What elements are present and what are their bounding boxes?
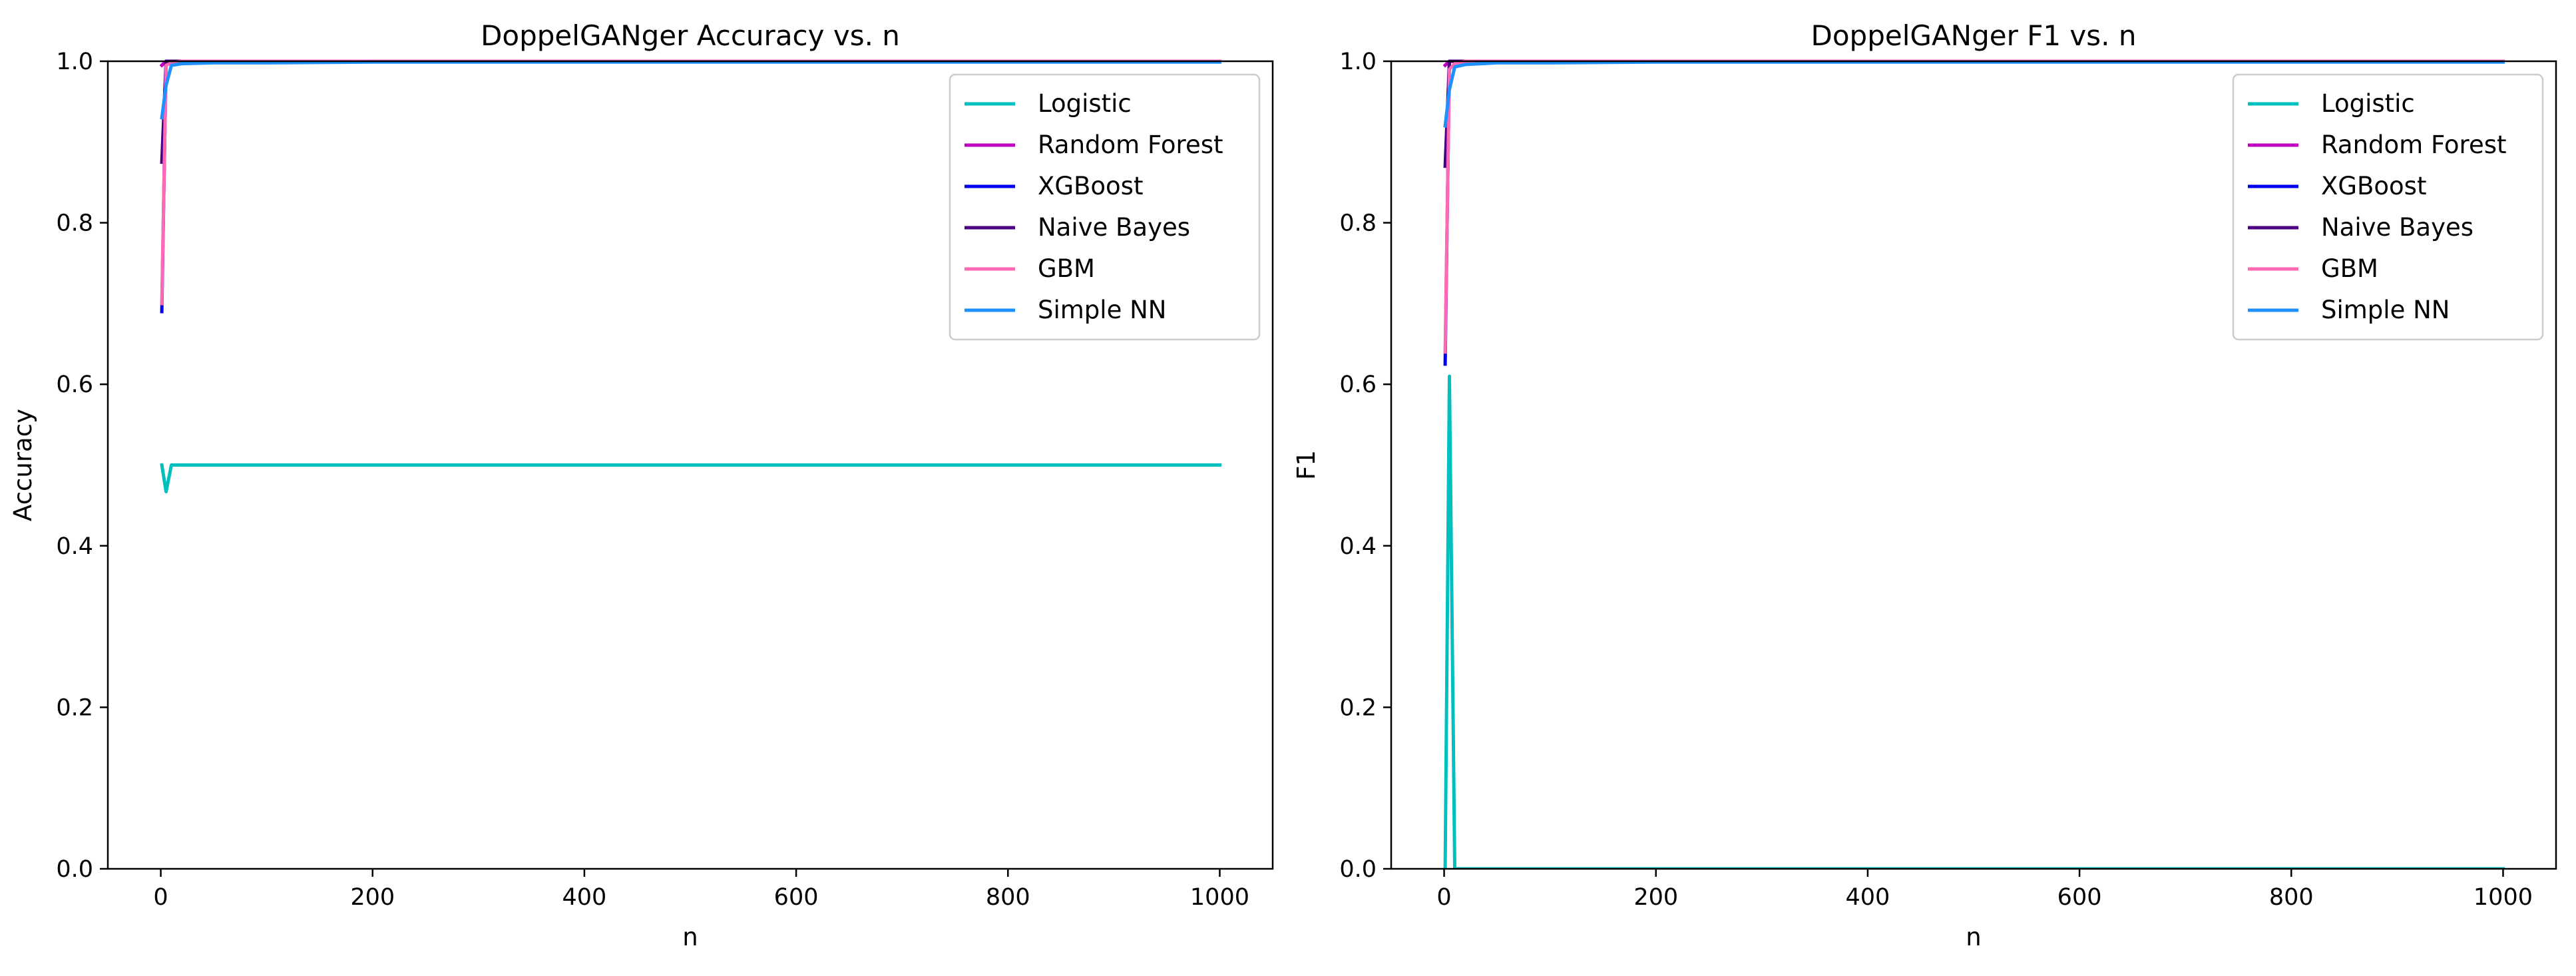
legend-entry: XGBoost	[1038, 172, 1143, 200]
y-tick-label: 0.8	[56, 210, 93, 237]
chart-panels: DoppelGANger Accuracy vs. n 0 200 400 600 800…	[9, 19, 2557, 951]
legend-entry: Simple NN	[2321, 296, 2450, 324]
x-tick-label: 1000	[1190, 884, 1249, 911]
chart-panel-1: DoppelGANger Accuracy vs. n 0 200 400 600 800…	[9, 19, 1274, 951]
y-tick-label: 0.0	[56, 856, 93, 883]
legend-entry: Naive Bayes	[1038, 213, 1190, 242]
y-tick-label: 0.2	[56, 694, 93, 721]
legend-entry: Logistic	[1038, 89, 1132, 118]
legend-entry: GBM	[1038, 254, 1095, 283]
y-tick-label: 0.2	[1339, 694, 1377, 721]
legend-box	[2232, 73, 2544, 341]
series-line-logistic	[160, 463, 1221, 493]
y-tick-label: 0.0	[1339, 856, 1377, 883]
x-tick-label: 1000	[2473, 884, 2533, 911]
x-axis-label: n	[1966, 923, 1981, 951]
x-tick-label: 600	[2057, 884, 2102, 911]
y-tick-label: 0.4	[1339, 533, 1377, 560]
legend-entry: Simple NN	[1038, 296, 1166, 324]
x-tick-label: 400	[1846, 884, 1890, 911]
legend-entry: GBM	[2321, 254, 2378, 283]
axes-frame	[107, 60, 1274, 870]
x-tick-label: 200	[350, 884, 395, 911]
y-tick-label: 0.8	[1339, 210, 1377, 237]
y-tick-label: 1.0	[1339, 49, 1377, 75]
chart-title: DoppelGANger Accuracy vs. n	[481, 19, 900, 52]
x-tick-label: 200	[1633, 884, 1678, 911]
x-tick-label: 400	[562, 884, 607, 911]
legend-entry: Random Forest	[1038, 130, 1223, 159]
legend-entry: Logistic	[2321, 89, 2415, 118]
legend-entry: Naive Bayes	[2321, 213, 2473, 242]
legend-box	[949, 73, 1261, 341]
legend-entry: XGBoost	[2321, 172, 2426, 200]
chart-panel-2: DoppelGANger F1 vs. n 0 200 400 600 800 1000 0.…	[1292, 19, 2557, 951]
y-tick-label: 0.6	[1339, 371, 1377, 398]
chart-title: DoppelGANger F1 vs. n	[1811, 19, 2137, 52]
y-tick-label: 1.0	[56, 49, 93, 75]
legend: Logistic Random Forest XGBoost Naive Bayes G…	[2232, 73, 2544, 341]
legend-entry: Random Forest	[2321, 130, 2507, 159]
axes-frame	[1390, 60, 2557, 870]
y-tick-label: 0.6	[56, 371, 93, 398]
x-tick-label: 0	[153, 884, 168, 911]
x-axis-label: n	[682, 923, 698, 951]
x-tick-label: 600	[774, 884, 819, 911]
x-tick-label: 800	[986, 884, 1030, 911]
x-tick-label: 0	[1436, 884, 1451, 911]
y-tick-label: 0.4	[56, 533, 93, 560]
y-axis-label: Accuracy	[9, 409, 37, 521]
series-line-logistic	[1443, 374, 2505, 869]
y-axis-label: F1	[1292, 450, 1321, 480]
x-tick-label: 800	[2269, 884, 2314, 911]
legend: Logistic Random Forest XGBoost Naive Bayes G…	[949, 73, 1261, 341]
